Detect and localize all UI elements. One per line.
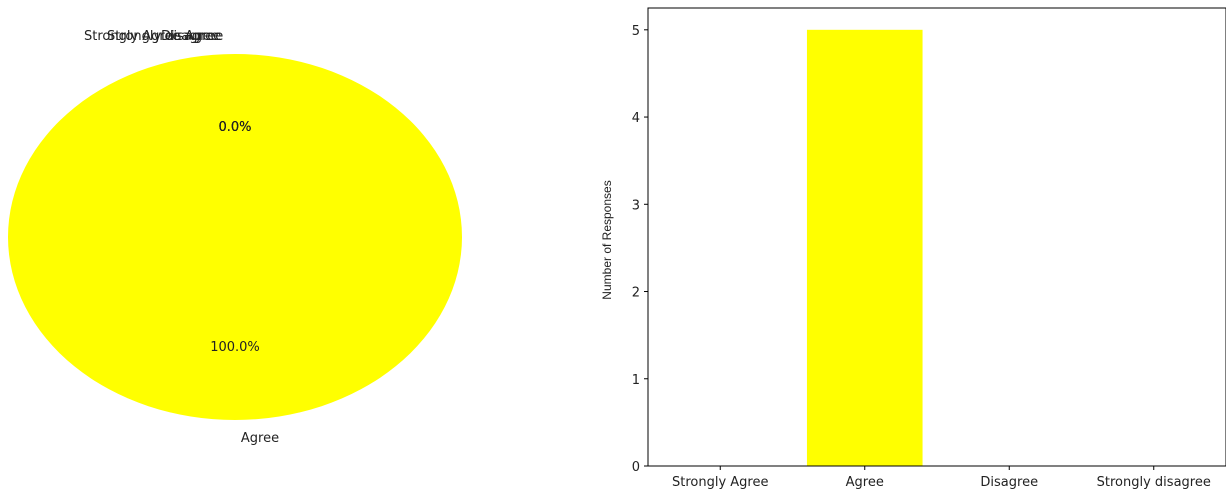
x-tick-label: Agree	[846, 475, 884, 490]
pie-pct-agree: 100.0%	[210, 340, 260, 355]
y-tick-label: 4	[632, 111, 640, 126]
x-tick-label: Disagree	[980, 475, 1038, 490]
y-tick-label: 3	[632, 198, 640, 213]
pie-pct-disagree: 0.0%	[218, 120, 251, 135]
pie-label-strongly-disagree: Strongly disagree	[107, 29, 221, 44]
x-axis-ticks: Strongly Agree Agree Disagree Strongly disa…	[672, 466, 1211, 490]
bar-agree	[806, 29, 923, 467]
x-tick-label: Strongly disagree	[1097, 475, 1211, 490]
x-tick-label: Strongly Agree	[672, 475, 769, 490]
pie-percent-labels: 0.0% 0.0% 0.0% 100.0%	[210, 120, 260, 355]
y-tick-label: 1	[632, 373, 640, 388]
pie-pct-strongly-disagree: 0.0%	[218, 120, 251, 135]
pie-label-agree-top: Agree	[185, 29, 223, 44]
pie-label-disagree: Disagree	[161, 29, 219, 44]
bars	[806, 29, 923, 467]
pie-labels: Strongly Agree Strongly disagree Disagre…	[84, 29, 279, 446]
pie-slice-agree	[8, 54, 462, 420]
pie-label-strongly-agree: Strongly Agree	[84, 29, 181, 44]
plot-frame	[647, 7, 1226, 467]
y-tick-label: 5	[632, 24, 640, 39]
pie-label-agree: Agree	[241, 431, 279, 446]
pie-chart: Strongly Agree Strongly disagree Disagre…	[8, 29, 462, 446]
y-tick-label: 2	[632, 286, 640, 301]
pie-pct-strongly-agree: 0.0%	[218, 120, 251, 135]
y-tick-label: 0	[632, 460, 640, 475]
y-axis-label: Number of Responses	[600, 180, 614, 299]
y-axis-ticks: 0 1 2 3 4 5	[632, 24, 648, 475]
